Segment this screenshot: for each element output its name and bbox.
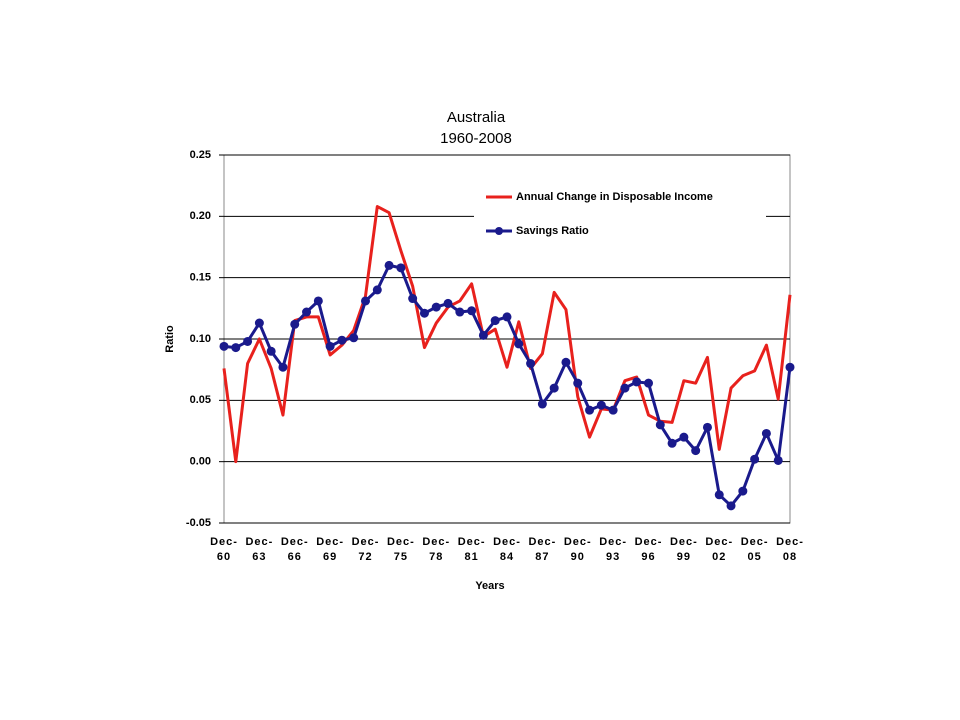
x-tick-label: Dec-84 [493,536,521,563]
x-tick-label: Dec-66 [280,536,309,563]
data-point [490,316,500,326]
data-point [596,400,606,410]
data-point [337,335,347,345]
data-point [750,454,760,464]
data-point [502,312,512,322]
data-point [585,405,595,415]
y-tick-label: 0.05 [190,394,211,406]
data-point [290,319,300,329]
data-point [302,307,312,317]
data-point [325,341,335,351]
x-tick-label: Dec-96 [634,536,663,563]
data-point [679,432,689,442]
data-point [526,359,536,369]
data-point [384,260,394,270]
data-point [419,308,429,318]
data-point [361,296,370,306]
data-point [313,296,323,306]
data-point [702,422,712,432]
x-tick-label: Dec-60 [210,536,238,563]
data-point [537,399,547,409]
data-point [278,362,288,372]
data-point [455,307,465,317]
data-point [655,420,665,430]
data-point [431,302,441,312]
legend-label: Savings Ratio [516,225,589,237]
x-tick-label: Dec-63 [245,536,274,563]
data-point [254,318,264,328]
y-tick-label: 0.00 [190,456,211,468]
data-point [561,357,571,367]
data-point [738,486,748,496]
y-axis-label: Ratio [164,325,176,353]
data-point [396,263,406,273]
x-tick-label: Dec-87 [528,536,557,563]
data-point [620,383,630,393]
y-tick-label: 0.15 [190,272,211,284]
data-point [219,341,229,351]
y-tick-label: 0.10 [190,333,211,345]
x-tick-label: Dec-78 [422,536,451,563]
data-point [773,455,783,465]
data-point [667,438,677,448]
x-tick-label: Dec-81 [457,536,486,563]
legend-label: Annual Change in Disposable Income [516,191,713,203]
data-point [761,428,771,438]
data-point [514,339,524,349]
y-tick-label: 0.25 [190,149,211,161]
x-tick-label: Dec-99 [669,536,698,563]
x-tick-label: Dec-05 [740,536,769,563]
data-point [632,377,642,387]
data-point [266,346,276,356]
data-point [608,405,618,415]
x-tick-label: Dec-90 [563,536,592,563]
chart-title: Australia [447,109,506,126]
data-point [467,306,477,316]
legend-marker [495,227,503,235]
x-axis-label: Years [475,580,504,592]
x-tick-label: Dec-08 [776,536,804,563]
x-tick-label: Dec-69 [316,536,345,563]
data-point [785,362,795,372]
data-point [644,378,653,388]
data-point [714,490,724,500]
data-point [443,298,453,308]
y-tick-label: -0.05 [186,517,211,529]
x-tick-label: Dec-93 [599,536,628,563]
x-tick-label: Dec-72 [351,536,380,563]
data-point [573,378,583,388]
data-point [549,383,559,393]
data-point [231,343,241,353]
data-point [691,446,701,456]
series-line [222,205,792,464]
chart-subtitle: 1960-2008 [440,130,512,147]
data-point [372,285,382,295]
x-tick-label: Dec-75 [386,536,415,563]
data-point [243,336,253,346]
legend [474,180,766,250]
x-tick-label: Dec-02 [705,536,734,563]
data-point [478,330,488,340]
data-point [726,501,736,511]
data-point [408,294,418,304]
data-point [349,333,359,343]
y-tick-label: 0.20 [190,210,211,222]
